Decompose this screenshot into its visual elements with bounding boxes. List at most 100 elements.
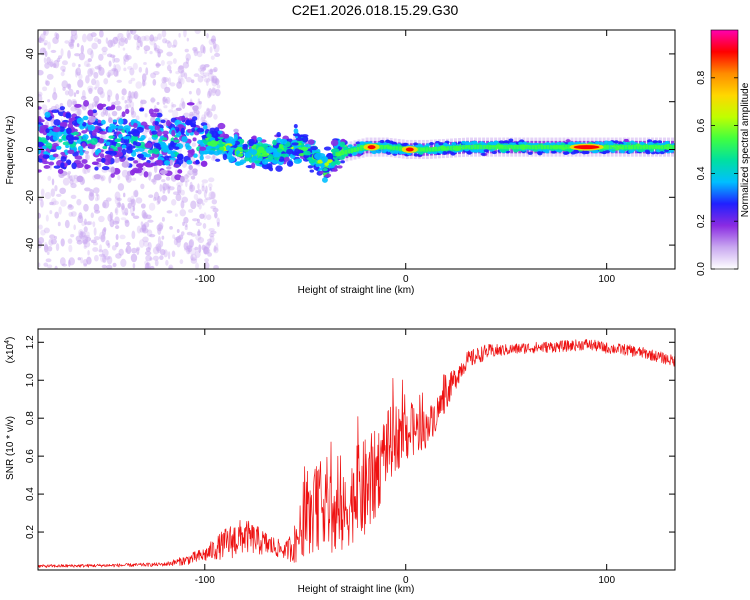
heat-speckle	[169, 69, 172, 74]
heat-speckle	[64, 40, 70, 44]
heat-core	[534, 144, 537, 150]
heat-speckle	[94, 86, 97, 90]
heat-blob	[293, 123, 298, 129]
heat-speckle	[62, 69, 66, 73]
heat-speckle	[87, 103, 94, 111]
heat-blob	[309, 169, 315, 173]
snr-xtick-label: 0	[403, 575, 409, 586]
heat-speckle	[102, 202, 107, 209]
heat-speckle	[133, 90, 139, 100]
heat-speckle	[150, 97, 156, 103]
heat-blob	[466, 151, 472, 155]
heat-speckle	[68, 257, 75, 266]
heat-speckle	[190, 254, 194, 261]
heat-speckle	[175, 193, 182, 202]
heat-blob	[297, 158, 303, 163]
heat-blob	[137, 137, 145, 142]
snr-series-line	[38, 339, 675, 568]
heat-blob	[52, 153, 59, 158]
heat-blob	[154, 120, 159, 126]
heat-blob	[44, 111, 51, 118]
heat-blob	[219, 146, 225, 151]
heat-blob	[284, 156, 290, 162]
heat-blob	[556, 141, 562, 146]
heat-blob	[177, 124, 184, 128]
heat-speckle	[119, 234, 126, 240]
heat-blob	[108, 135, 115, 139]
heat-core	[552, 144, 556, 150]
heat-speckle	[78, 212, 83, 219]
heat-speckle	[76, 198, 82, 206]
heat-speckle	[107, 39, 114, 48]
heat-speckle	[135, 197, 143, 204]
heat-blob	[295, 137, 304, 142]
heat-blob	[224, 137, 232, 143]
heat-blob	[174, 139, 180, 143]
heat-core	[648, 144, 652, 150]
heat-speckle	[52, 92, 58, 101]
heat-speckle	[176, 81, 183, 89]
heat-speckle	[209, 187, 212, 191]
heat-blob	[66, 112, 72, 119]
colorbar-strip	[710, 29, 739, 270]
heat-speckle	[197, 189, 202, 195]
heat-speckle	[199, 213, 205, 219]
heat-speckle	[128, 90, 132, 99]
heat-speckle	[203, 212, 207, 220]
heat-blob	[274, 151, 281, 158]
heat-speckle	[98, 30, 104, 38]
heat-speckle	[210, 55, 215, 60]
heat-blob	[53, 119, 61, 126]
heat-blob	[81, 130, 87, 134]
heat-speckle	[70, 30, 78, 37]
heat-speckle	[47, 99, 51, 103]
heat-speckle	[192, 46, 198, 52]
heat-core	[419, 147, 423, 152]
heat-speckle	[93, 236, 101, 241]
heat-speckle	[179, 259, 184, 265]
heat-blob	[121, 144, 127, 149]
heat-speckle	[80, 95, 87, 101]
heat-speckle	[102, 255, 107, 263]
heat-blob	[626, 142, 632, 146]
heat-blob	[71, 162, 77, 170]
heat-speckle	[74, 68, 78, 78]
colorbar-label: Normalized spectral amplitude	[740, 82, 750, 217]
heat-speckle	[75, 235, 82, 242]
heat-blob	[177, 116, 186, 121]
heat-speckle	[157, 33, 162, 41]
heat-blob	[60, 151, 66, 156]
heat-core	[425, 147, 429, 152]
heat-speckle	[38, 111, 41, 117]
heat-speckle	[157, 235, 161, 245]
heat-speckle	[89, 188, 94, 197]
heat-speckle	[38, 197, 43, 201]
heat-speckle	[53, 59, 60, 69]
heat-speckle	[87, 48, 93, 56]
heat-speckle	[74, 53, 80, 57]
heat-speckle	[157, 227, 162, 235]
heat-blob	[317, 159, 324, 164]
heat-speckle	[135, 115, 140, 121]
heat-blob	[114, 138, 122, 143]
heat-speckle	[95, 197, 99, 202]
heat-core	[449, 145, 453, 151]
heat-speckle	[179, 77, 185, 85]
heat-blob	[91, 161, 100, 166]
heat-speckle	[147, 241, 152, 250]
heat-blob	[550, 142, 556, 146]
heat-speckle	[45, 258, 52, 263]
heat-speckle	[77, 108, 82, 116]
heat-speckle	[216, 217, 220, 225]
heat-speckle	[203, 246, 210, 255]
heat-blob	[322, 168, 328, 172]
heat-speckle	[130, 77, 136, 82]
heat-blob	[38, 141, 44, 147]
heat-speckle	[43, 57, 47, 64]
heat-speckle	[212, 153, 216, 160]
heat-blob	[110, 145, 115, 149]
heat-speckle	[130, 30, 137, 35]
heat-speckle	[164, 86, 171, 94]
heat-blob	[84, 164, 90, 170]
heat-blob	[192, 153, 198, 158]
